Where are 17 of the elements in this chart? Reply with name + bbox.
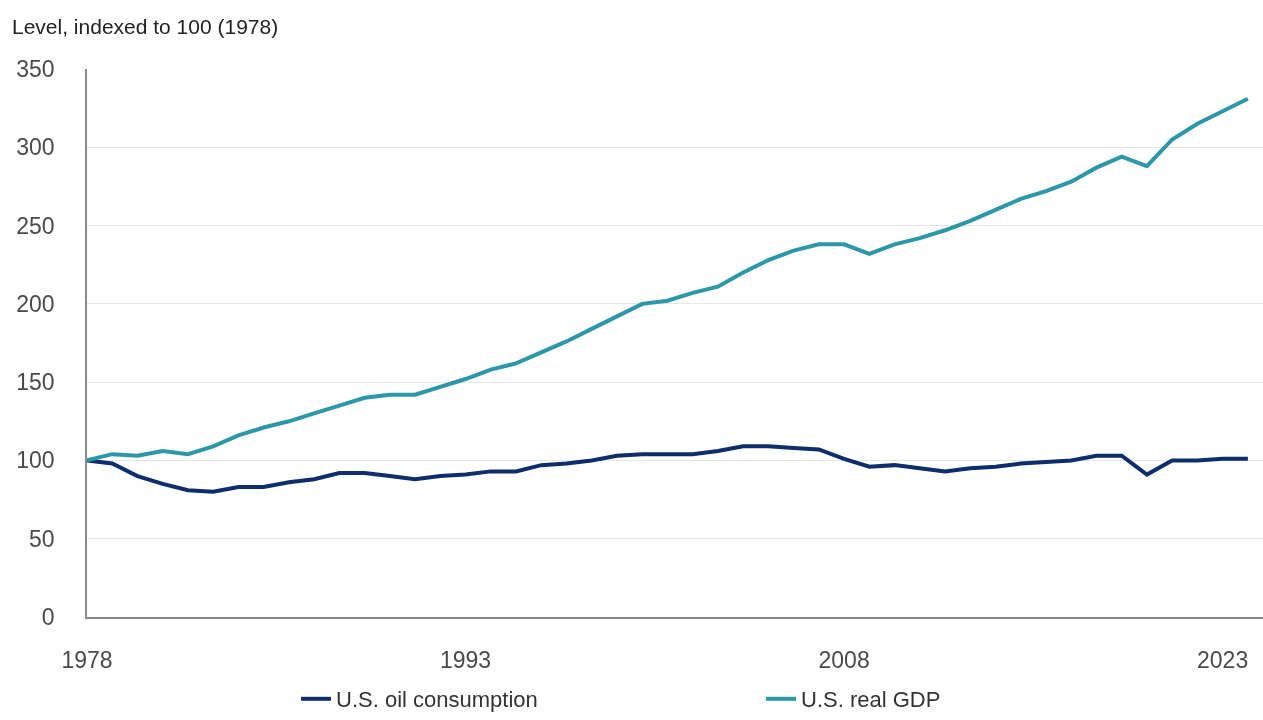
x-tick-label: 2008 bbox=[818, 647, 870, 674]
y-tick-label: 200 bbox=[16, 290, 55, 317]
x-tick-label: 1978 bbox=[61, 647, 113, 674]
y-tick-label: 0 bbox=[41, 604, 55, 631]
x-tick-label: 1993 bbox=[439, 647, 492, 674]
y-tick-label: 250 bbox=[16, 212, 55, 239]
line-series bbox=[87, 96, 1250, 463]
y-tick-label: 150 bbox=[16, 369, 55, 396]
y-tick-label: 50 bbox=[29, 525, 55, 552]
legend-label: U.S. oil consumption bbox=[336, 687, 538, 713]
y-tick-label: 300 bbox=[16, 134, 55, 161]
x-tick-label: 2023 bbox=[1197, 647, 1249, 674]
y-tick-label: 350 bbox=[16, 56, 55, 83]
legend-label: U.S. real GDP bbox=[801, 687, 941, 713]
y-tick-label: 100 bbox=[16, 447, 55, 474]
line-series bbox=[87, 444, 1250, 494]
y-axis-title: Level, indexed to 100 (1978) bbox=[12, 15, 279, 38]
